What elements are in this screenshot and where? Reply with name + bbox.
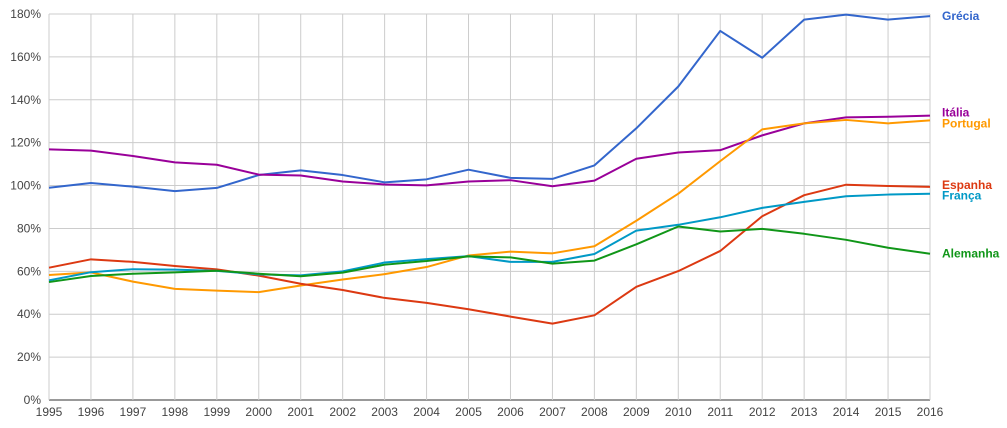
x-tick-label: 2014 (833, 405, 860, 419)
series-line (48, 225, 931, 284)
series-label: Itália (942, 106, 970, 120)
x-tick-label: 2006 (497, 405, 524, 419)
series-line (48, 114, 931, 188)
y-tick-label: 100% (10, 179, 41, 193)
series-line (48, 13, 931, 193)
series-label: França (942, 189, 982, 203)
series-label: Portugal (942, 116, 991, 130)
x-tick-label: 2013 (791, 405, 818, 419)
x-tick-label: 1999 (203, 405, 230, 419)
y-tick-label: 80% (17, 221, 41, 235)
axes: 0% 20% 40% 60% 80% 100% 120% 140% 160% 180% 1995 19… (10, 7, 943, 419)
x-tick-label: 2002 (329, 405, 356, 419)
x-tick-label: 2016 (917, 405, 944, 419)
x-tick-label: 2004 (413, 405, 440, 419)
x-tick-label: 1997 (120, 405, 147, 419)
y-tick-label: 20% (17, 350, 41, 364)
y-tick-label: 180% (10, 7, 41, 21)
y-tick-label: 120% (10, 136, 41, 150)
y-tick-label: 160% (10, 50, 41, 64)
series-line (48, 192, 931, 282)
y-tick-label: 0% (24, 393, 42, 407)
x-tick-label: 2015 (875, 405, 902, 419)
y-tick-label: 60% (17, 264, 41, 278)
y-tick-label: 40% (17, 307, 41, 321)
series-lines (48, 13, 931, 325)
y-tick-label: 140% (10, 93, 41, 107)
x-tick-label: 2001 (287, 405, 314, 419)
x-tick-label: 2009 (623, 405, 650, 419)
series-label: Alemanha (942, 247, 1000, 261)
series-label: Espanha (942, 178, 992, 192)
x-tick-label: 2003 (371, 405, 398, 419)
series-line (48, 118, 931, 294)
grid-lines (48, 13, 931, 401)
x-tick-label: 2000 (245, 405, 272, 419)
x-tick-label: 2010 (665, 405, 692, 419)
x-tick-label: 2012 (749, 405, 776, 419)
x-tick-label: 2011 (707, 405, 733, 419)
x-tick-label: 1995 (36, 405, 63, 419)
x-tick-label: 1998 (162, 405, 189, 419)
x-tick-label: 2007 (539, 405, 566, 419)
x-tick-label: 1996 (78, 405, 105, 419)
x-tick-label: 2005 (455, 405, 482, 419)
series-label: Grécia (942, 9, 980, 23)
x-tick-label: 2008 (581, 405, 608, 419)
